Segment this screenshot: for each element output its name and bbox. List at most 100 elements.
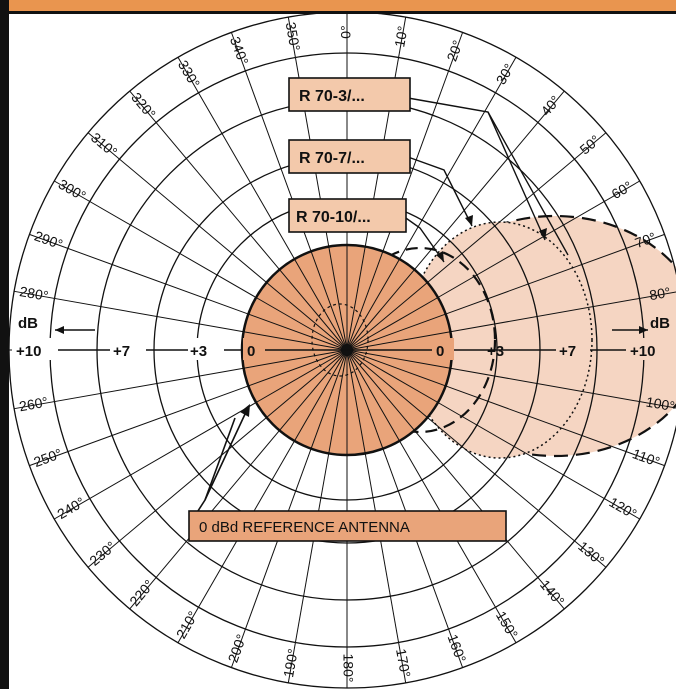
inner-radial-line	[328, 246, 348, 351]
scale-label-bg	[556, 338, 590, 360]
radial-line	[399, 57, 517, 260]
radial-line	[364, 453, 407, 683]
angle-label: 210°	[173, 608, 201, 641]
angle-label: 300°	[56, 176, 89, 204]
radial-line	[29, 385, 249, 467]
label-r70-7: R 70-7/...	[299, 150, 365, 167]
angle-label: 60°	[609, 178, 635, 202]
pattern-r70-10	[343, 246, 497, 434]
scale-right-7: +7	[559, 343, 576, 360]
inner-radial-line	[248, 313, 348, 351]
leader-reference-arrow	[240, 404, 250, 417]
radial-line	[399, 440, 517, 643]
radial-line	[450, 367, 676, 409]
angle-label: 160°	[445, 632, 470, 665]
inner-radial-line	[346, 349, 415, 431]
radial-line	[14, 290, 244, 333]
inner-radial-line	[294, 258, 348, 351]
inner-radial-line	[346, 269, 415, 351]
leader-r70-10	[402, 215, 445, 263]
scale-right-0: 0	[436, 343, 444, 360]
leader-r70-3-arrow	[539, 228, 547, 240]
radial-line	[445, 233, 665, 315]
scale-label-bg	[14, 312, 44, 332]
radial-line	[14, 367, 244, 410]
inner-radial-line	[248, 349, 348, 387]
radial-line	[177, 440, 295, 643]
label-box-reference	[188, 510, 507, 542]
unit-right-db: dB	[650, 315, 670, 332]
inner-radial-line	[310, 251, 348, 351]
inner-radial-line	[346, 349, 439, 403]
scale-left-10: +10	[16, 343, 41, 360]
label-box-r70-3	[288, 77, 411, 112]
inner-radial-line	[294, 349, 348, 442]
leader-r70-7	[407, 156, 473, 227]
unit-left-db: dB	[18, 315, 38, 332]
leader-r70-7-arrow	[465, 215, 473, 226]
radial-line	[427, 132, 607, 283]
angle-label: 80°	[648, 284, 672, 303]
scale-label-bg	[110, 338, 146, 360]
angle-label: 350°	[283, 21, 304, 52]
leader-r70-10-arrow	[436, 251, 444, 262]
inner-radial-line	[346, 349, 451, 369]
leader-r70-3-b	[487, 111, 546, 241]
radial-line	[230, 448, 312, 668]
radial-line	[445, 385, 665, 467]
inner-radial-line	[310, 349, 348, 449]
angle-label: 120°	[607, 494, 640, 522]
angle-label: 290°	[32, 228, 65, 253]
scale-left-7: +7	[113, 343, 130, 360]
inner-radial-line	[346, 349, 384, 449]
label-r70-3: R 70-3/...	[299, 88, 365, 105]
angle-label: 100°	[645, 394, 676, 415]
unit-left-arrowhead	[55, 326, 64, 334]
angle-label: 70°	[633, 229, 658, 251]
unit-right-arrowhead	[639, 326, 648, 334]
angle-label: 110°	[630, 445, 662, 470]
angle-label: 150°	[493, 608, 521, 641]
angle-label: 240°	[54, 494, 87, 522]
radial-line	[382, 448, 464, 668]
label-box-r70-10	[288, 198, 407, 233]
inner-radial-line	[328, 349, 348, 454]
inner-radial-line	[346, 258, 400, 351]
inner-radial-line	[346, 313, 446, 351]
inner-radial-line	[346, 282, 428, 351]
scale-label-bg	[243, 338, 265, 360]
angle-label: 200°	[225, 632, 250, 665]
leader-reference	[195, 411, 247, 515]
inner-radial-line	[255, 297, 348, 351]
inner-radial-line	[279, 269, 348, 351]
inner-radial-line	[266, 282, 348, 351]
inner-radial-line	[243, 349, 348, 369]
inner-radial-line	[346, 331, 451, 351]
radial-line	[427, 417, 607, 568]
angle-label: 0°	[338, 25, 354, 38]
radial-line	[87, 417, 267, 568]
radial-line	[437, 180, 640, 298]
angle-label: 10°	[391, 25, 410, 49]
angle-label: 170°	[393, 647, 414, 678]
inner-radial-line	[346, 349, 428, 418]
angle-label: 190°	[280, 647, 301, 678]
inner-radial-lines	[242, 245, 452, 455]
angle-label: 280°	[18, 283, 49, 304]
leader-reference-b	[204, 417, 236, 501]
radial-line	[287, 453, 330, 683]
scale-right-3: +3	[487, 343, 504, 360]
label-r70-10: R 70-10/...	[296, 209, 371, 226]
inner-radial-line	[255, 349, 348, 403]
radial-line	[437, 402, 640, 520]
scale-left-3: +3	[190, 343, 207, 360]
angle-label: 330°	[175, 57, 203, 90]
inner-radial-line	[346, 349, 366, 454]
scale-left-0: 0	[247, 343, 255, 360]
label-box-r70-7	[288, 139, 411, 174]
scale-label-bg	[12, 338, 58, 360]
left-border	[0, 0, 9, 689]
inner-pattern-trace	[311, 303, 369, 377]
